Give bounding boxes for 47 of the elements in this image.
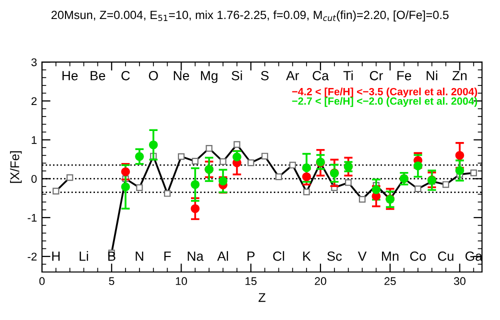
x-tick-label: 0 (39, 277, 45, 286)
x-tick-label: 15 (246, 277, 257, 286)
text: −2.7 < [Fe/H] <−2.0 (Cayrel et al. 2004) (292, 97, 478, 107)
annotation: Be (90, 71, 106, 80)
annotation: Mg (201, 71, 218, 83)
annotation: Al (217, 251, 228, 261)
annotation: Cl (273, 251, 284, 261)
text: −4.2 < [Fe/H] <−3.5 (Cayrel et al. 2004) (292, 88, 478, 98)
annotation: V (358, 252, 367, 261)
y-axis-title: [X/Fe] (10, 151, 22, 183)
chart-title: 20Msun, Z=0.004, E$_{51}$=10, mix 1.76-2.25, f=0.09, M$_{cut}$(fin)=2.20, [O/Fe]=0.5 (51, 10, 449, 22)
annotation: P (248, 252, 255, 261)
annotation: K (303, 252, 311, 261)
annotation: F (164, 252, 171, 261)
annotation: O (148, 70, 158, 80)
annotation: Ar (286, 71, 300, 80)
x-tick-label: 5 (108, 277, 114, 286)
annotation: Ne (174, 71, 190, 80)
annotation: S (260, 70, 269, 80)
annotation: Co (410, 252, 426, 261)
x-tick-label: 30 (454, 277, 466, 286)
x-tick-label: 10 (176, 277, 187, 286)
y-tick-label: 0 (31, 174, 37, 183)
x-tick-label: 25 (384, 277, 396, 286)
annotation: H (52, 252, 60, 261)
annotation: Ca (312, 70, 329, 80)
y-tick-label: 3 (31, 58, 37, 66)
y-tick-label: -2 (28, 252, 37, 260)
annotation: Sc (327, 252, 342, 261)
annotation: Cr (370, 70, 383, 80)
y-tick-label: 1 (32, 136, 37, 144)
annotation: Zn (452, 71, 467, 80)
annotation: Cu (438, 252, 454, 261)
annotation: Na (188, 252, 204, 261)
annotation: Si (232, 70, 242, 80)
annotation: N (136, 252, 144, 261)
annotation: Mn (382, 252, 398, 261)
annotation: He (62, 71, 78, 80)
y-tick-label: -1 (28, 214, 37, 222)
x-axis-title: Z (258, 293, 266, 302)
annotation: Fe (397, 71, 412, 80)
x-tick-label: 20 (314, 277, 326, 286)
annotation: Ni (426, 70, 438, 80)
annotation: C (121, 70, 130, 80)
annotation: Li (80, 251, 88, 261)
y-tick-label: 2 (32, 97, 37, 105)
annotation: Ti (343, 70, 353, 80)
